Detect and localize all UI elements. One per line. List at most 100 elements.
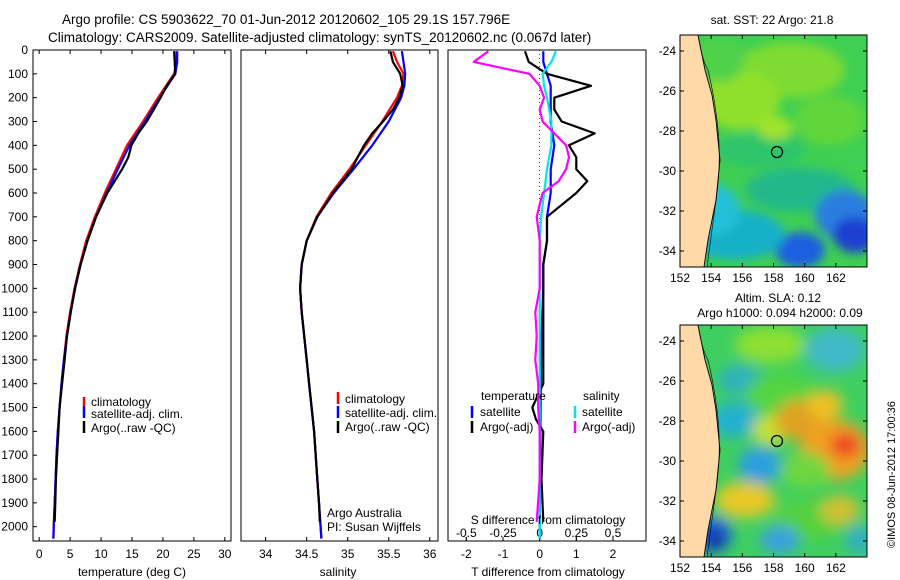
x-tick-label: 20 [156,547,170,561]
temperature-axes-frame [32,49,232,542]
legend-label-climatology: climatology [91,395,151,409]
x-tick-label: 2 [610,547,617,561]
temperature-panel: 0100200300400500600700800900100011001200… [1,43,232,579]
depth-tick-label: 1800 [1,472,28,486]
lat-tick-label: -34 [659,534,677,548]
depth-tick-label: 900 [8,258,28,272]
lat-tick-label: -24 [659,334,677,348]
legend-label-argo: Argo(..raw -QC) [345,420,430,434]
figure-title-line2: Climatology: CARS2009. Satellite-adjuste… [48,30,592,45]
temperature-series [52,51,179,539]
salinity-axes-frame [240,49,439,542]
lat-tick-label: -28 [659,124,677,138]
lat-tick-label: -30 [659,454,677,468]
lon-tick-label: 162 [826,561,846,575]
legend-label-s-argo: Argo(-adj) [582,420,635,434]
isobath [697,325,720,557]
depth-tick-label: 1200 [1,329,28,343]
series-line-argo-raw-qc- [299,50,404,522]
x-tick-label: 35 [341,547,355,561]
s-tick-label: -0.25 [489,526,517,540]
lon-tick-label: 156 [732,561,752,575]
series-line-s-argo-adj- [472,50,571,522]
agency-annotation: Argo Australia [327,506,402,520]
lon-tick-label: 154 [701,271,721,285]
depth-tick-label: 1500 [1,401,28,415]
depth-tick-label: 600 [8,186,28,200]
legend-title-salinity: salinity [583,389,620,403]
figure-title-line1: Argo profile: CS 5903622_70 01-Jun-2012 … [62,12,511,27]
legend-label-t-satellite: satellite [480,405,521,419]
salinity-difference-axis: -0.5 -0.25 0 0.25 0.5 [456,526,622,541]
depth-tick-label: 2000 [1,520,28,534]
depth-tick-label: 100 [8,67,28,81]
sla-field [680,325,867,557]
coastline [697,35,721,267]
sst-field [680,35,867,267]
s-tick-label: 0.5 [605,526,622,540]
x-tick-label: 34.5 [295,547,319,561]
depth-tick-label: 1700 [1,448,28,462]
salinity-series [299,50,407,539]
lat-tick-label: -34 [659,244,677,258]
x-tick-label: 36 [423,547,437,561]
lon-tick-label: 160 [795,561,815,575]
sst-map-title: sat. SST: 22 Argo: 21.8 [711,13,834,27]
lat-tick-label: -24 [659,44,677,58]
temperature-xlabel: temperature (deg C) [78,565,186,579]
legend-label-s-satellite: satellite [582,405,623,419]
sla-map-subtitle: Argo h1000: 0.094 h2000: 0.09 [697,306,863,320]
lon-tick-label: 158 [763,561,783,575]
sst-map-axes: 152 154 156 158 160 162 -24 -26 -28 -30 -32 -34 [659,35,867,285]
coastline [697,325,721,557]
lat-tick-label: -26 [659,84,677,98]
difference-series [472,50,596,539]
lat-tick-label: -26 [659,374,677,388]
depth-tick-label: 200 [8,91,28,105]
depth-tick-label: 1100 [2,305,28,319]
s-tick-label: -0.5 [456,526,477,540]
lon-tick-label: 158 [763,271,783,285]
series-line-t-argo-adj- [523,50,596,522]
legend-label-satellite: satellite-adj. clim. [91,407,183,421]
sla-map-title: Altim. SLA: 0.12 [735,291,821,305]
x-tick-label: 0 [536,547,543,561]
depth-tick-label: 1000 [1,281,28,295]
temperature-legend: climatology satellite-adj. clim. Argo(..… [82,395,183,435]
depth-tick-label: 1900 [1,496,28,510]
sst-map: sat. SST: 22 Argo: 21.8 [659,13,868,285]
depth-axis: 0 100 200 300 400 500 600 700 800 900 1000 1100 1200… [1,43,37,534]
x-tick-label: 10 [94,547,108,561]
depth-tick-label: 800 [8,234,28,248]
imos-timestamp: ©IMOS 08-Jun-2012 17:00:36 [886,401,898,548]
lon-tick-label: 162 [826,271,846,285]
salinity-x-axis: 34 34.5 35 35.5 36 [259,50,437,561]
salinity-legend: climatology satellite-adj. clim. Argo(..… [336,392,437,434]
legend-label-satellite: satellite-adj. clim. [345,406,437,420]
s-difference-label: S difference from climatology [471,513,626,527]
depth-tick-label: 300 [8,115,28,129]
series-line-argo-raw-qc- [53,51,177,522]
legend-title-temperature: temperature [481,389,546,403]
x-tick-label: -1 [498,547,509,561]
float-location-marker [770,434,784,448]
legend-label-t-argo: Argo(-adj) [480,420,533,434]
lon-tick-label: 156 [732,271,752,285]
temperature-x-axis: 0 5 10 15 20 25 30 [36,50,232,561]
pi-annotation: PI: Susan Wijffels [327,520,421,534]
x-tick-label: 5 [67,547,74,561]
salinity-panel: 34 34.5 35 35.5 36 salinity climatology sate… [240,49,439,579]
depth-tick-label: 1300 [1,353,28,367]
float-location-marker [770,145,784,159]
lon-tick-label: 152 [670,271,690,285]
isobath [697,35,720,267]
salinity-xlabel: salinity [320,565,357,579]
x-tick-label: 35.5 [377,547,401,561]
lat-tick-label: -30 [659,164,677,178]
lon-tick-label: 152 [670,561,690,575]
lon-tick-label: 154 [701,561,721,575]
legend-label-argo: Argo(..raw -QC) [91,421,176,435]
difference-legend: temperature satellite Argo(-adj) salinit… [470,389,635,434]
sla-map: Altim. SLA: 0.12 Argo h1000: 0.094 h2000… [659,291,868,575]
